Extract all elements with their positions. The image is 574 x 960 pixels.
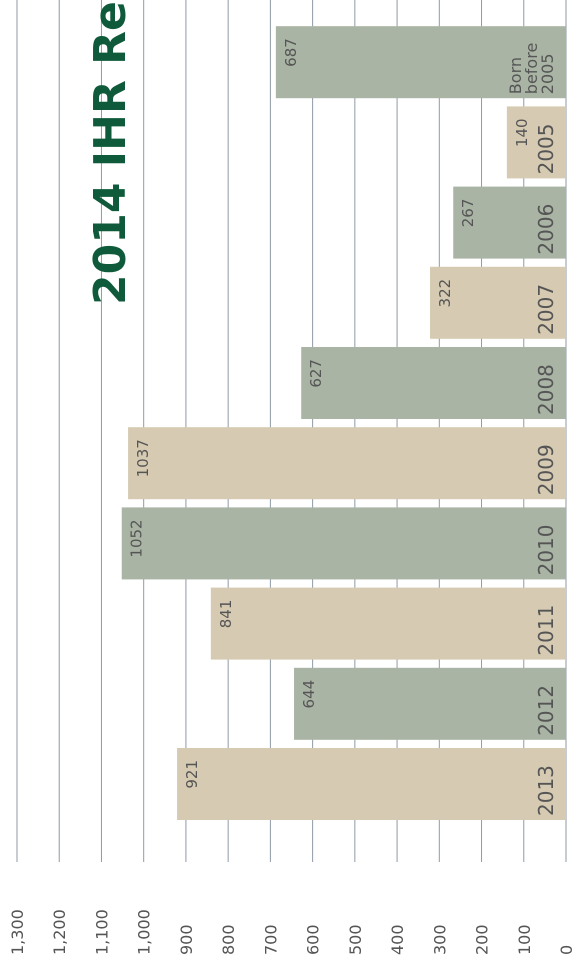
- value-label: 687: [282, 38, 300, 67]
- bar: [210, 587, 566, 660]
- y-tick-label: 300: [430, 924, 449, 955]
- y-tick-label: 100: [515, 924, 534, 955]
- y-tick-label: 1,300: [8, 909, 27, 955]
- value-label: 140: [513, 118, 531, 147]
- y-tick-label: 700: [261, 924, 280, 955]
- x-tick-label: Bornbefore2005: [506, 43, 557, 95]
- y-tick-label: 1,100: [92, 909, 111, 955]
- x-tick-label: 2006: [534, 204, 558, 255]
- y-tick-label: 800: [219, 924, 238, 955]
- value-label: 267: [459, 199, 477, 228]
- x-tick-label: 2012: [534, 685, 558, 736]
- x-tick-label: 2007: [534, 284, 558, 335]
- bars: [121, 26, 567, 820]
- bar: [294, 667, 566, 740]
- bar: [177, 748, 566, 820]
- y-tick-label: 1,000: [135, 909, 154, 955]
- value-label: 1037: [134, 439, 152, 477]
- bar: [301, 347, 566, 419]
- value-label: 627: [307, 359, 325, 388]
- y-tick-label: 900: [177, 924, 196, 955]
- y-tick-label: 1,200: [50, 909, 69, 955]
- y-tick-label: 200: [473, 924, 492, 955]
- y-tick-label: 500: [346, 924, 365, 955]
- y-tick-label: 400: [388, 924, 407, 955]
- value-label: 644: [300, 680, 318, 709]
- bar: [506, 106, 566, 179]
- x-tick-label: 2011: [534, 605, 558, 656]
- value-label: 841: [217, 600, 235, 629]
- value-label: 921: [183, 760, 201, 789]
- bar: [275, 26, 566, 99]
- value-label: 1052: [128, 519, 146, 557]
- labels: 0 100 200 300 400 500 600 700 800 900 1,000 1,100 1,…: [8, 38, 574, 955]
- y-tick-label: 0: [557, 945, 574, 955]
- x-tick-label: 2009: [534, 444, 558, 495]
- x-tick-label: 2010: [534, 524, 558, 575]
- value-label: 322: [436, 279, 454, 308]
- bar: [430, 266, 566, 339]
- x-tick-label: 2008: [534, 364, 558, 415]
- x-tick-label: 2005: [534, 123, 558, 174]
- x-tick-label: 2013: [534, 765, 558, 816]
- chart-title: 2014 IHR Reg: [85, 0, 136, 305]
- bar: [453, 186, 566, 259]
- bar: [121, 507, 567, 580]
- bar: [128, 427, 566, 500]
- y-tick-label: 600: [304, 924, 323, 955]
